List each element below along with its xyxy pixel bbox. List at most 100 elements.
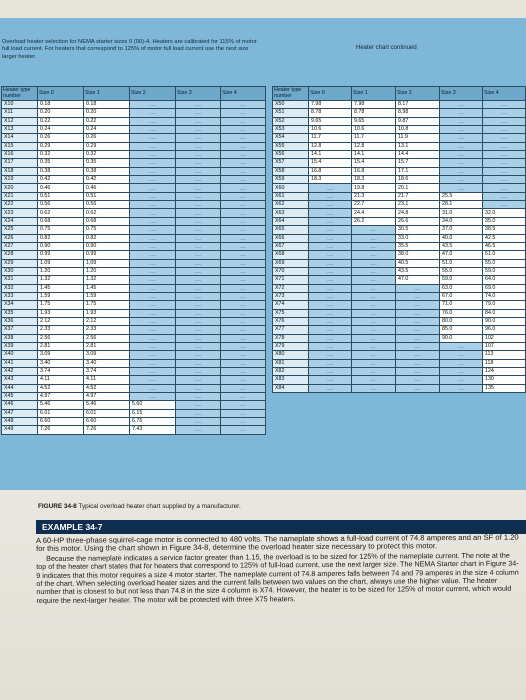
current-value-cell: 18.3: [351, 175, 396, 185]
current-value-cell: 0.56: [83, 200, 130, 210]
current-value-cell: 107: [482, 341, 526, 352]
heater-type-cell: X84: [272, 383, 309, 394]
current-value-cell: 30.5: [395, 225, 440, 235]
empty-cell: -----: [175, 108, 221, 118]
example-title: EXAMPLE 34-7: [36, 520, 526, 534]
empty-cell: -----: [308, 283, 352, 293]
heater-type-cell: X10: [1, 99, 38, 110]
table-row: X31 1.32 1.32 ----- ----- -----: [1, 275, 266, 285]
heater-type-cell: X72: [272, 283, 309, 293]
current-value-cell: 38.5: [482, 225, 526, 235]
current-value-cell: 23.1: [395, 200, 440, 210]
empty-cell: -----: [129, 333, 176, 343]
empty-cell: -----: [175, 375, 221, 385]
table-row: X40 3.09 3.09 ----- ----- -----: [1, 350, 266, 360]
empty-cell: -----: [439, 366, 483, 377]
empty-cell: -----: [129, 341, 176, 352]
current-value-cell: 135: [482, 383, 526, 394]
empty-cell: -----: [129, 158, 176, 168]
empty-cell: -----: [175, 308, 221, 318]
empty-cell: -----: [220, 191, 266, 202]
current-value-cell: 2.33: [83, 325, 130, 335]
table-row: X67 ----- ----- 35.5 43.5 46.5: [272, 241, 526, 252]
empty-cell: -----: [175, 291, 221, 302]
current-value-cell: 8.98: [395, 108, 440, 118]
empty-cell: -----: [439, 99, 483, 110]
empty-cell: -----: [220, 417, 266, 427]
empty-cell: -----: [129, 99, 176, 110]
empty-cell: -----: [395, 341, 440, 352]
empty-cell: -----: [129, 350, 176, 360]
current-value-cell: 51.0: [439, 258, 483, 268]
heater-type-cell: X14: [1, 133, 38, 143]
empty-cell: -----: [220, 400, 266, 410]
current-value-cell: 12.8: [308, 141, 352, 152]
empty-cell: -----: [129, 250, 176, 260]
current-value-cell: 0.18: [37, 99, 84, 110]
empty-cell: -----: [482, 191, 526, 202]
heater-type-cell: X12: [1, 116, 38, 127]
current-value-cell: 20.1: [395, 183, 440, 193]
table-row: X37 2.33 2.33 ----- ----- -----: [1, 325, 266, 335]
current-value-cell: 0.32: [37, 150, 84, 160]
heater-type-cell: X30: [1, 266, 38, 277]
empty-cell: -----: [482, 108, 526, 118]
heater-type-cell: X63: [272, 208, 309, 218]
heater-type-cell: X73: [272, 291, 309, 302]
figure-caption: FIGURE 34-8 Typical overload heater char…: [38, 503, 241, 510]
current-value-cell: 0.42: [83, 175, 130, 185]
empty-cell: -----: [220, 99, 266, 110]
empty-cell: -----: [308, 325, 352, 335]
heater-type-cell: X57: [272, 158, 309, 168]
empty-cell: -----: [220, 333, 266, 343]
empty-cell: -----: [175, 133, 221, 143]
current-value-cell: 10.6: [308, 125, 352, 135]
empty-cell: -----: [351, 258, 396, 268]
table-row: X55 12.8 12.8 13.1 ----- -----: [272, 141, 526, 152]
table-row: X58 16.8 16.8 17.1 ----- -----: [272, 166, 526, 177]
table-row: X54 11.7 11.7 11.9 ----- -----: [272, 133, 526, 143]
table-row: X59 18.3 18.3 18.6 ----- -----: [272, 175, 526, 185]
current-value-cell: 0.22: [37, 116, 84, 127]
empty-cell: -----: [175, 150, 221, 160]
heater-type-cell: X80: [272, 350, 309, 360]
current-value-cell: 71.0: [439, 300, 483, 310]
empty-cell: -----: [220, 408, 266, 419]
heater-type-cell: X71: [272, 275, 309, 285]
current-value-cell: 31.0: [439, 208, 483, 218]
current-value-cell: 5.46: [83, 400, 130, 410]
empty-cell: -----: [175, 241, 221, 252]
current-value-cell: 0.99: [83, 250, 130, 260]
current-value-cell: 0.38: [37, 166, 84, 177]
table-row: X73 ----- ----- ----- 67.0 74.0: [272, 291, 526, 302]
table-row: X77 ----- ----- ----- 85.0 96.0: [272, 325, 526, 335]
empty-cell: -----: [175, 392, 221, 402]
empty-cell: -----: [351, 325, 396, 335]
current-value-cell: 1.75: [83, 300, 130, 310]
right-table-body: X50 7.98 7.98 8.17 ----- ----- X51 8.78 8.78 8.98…: [272, 99, 526, 394]
current-value-cell: 3.74: [37, 366, 84, 377]
heater-type-cell: X24: [1, 216, 38, 227]
current-value-cell: 2.12: [83, 316, 130, 327]
empty-cell: -----: [308, 200, 352, 210]
empty-cell: -----: [395, 300, 440, 310]
heater-type-cell: X32: [1, 283, 38, 293]
heater-type-cell: X81: [272, 358, 309, 369]
empty-cell: -----: [220, 200, 266, 210]
current-value-cell: 3.09: [83, 350, 130, 360]
current-value-cell: 55.0: [439, 266, 483, 277]
current-value-cell: 84.0: [482, 308, 526, 318]
current-value-cell: 10.8: [395, 125, 440, 135]
current-value-cell: 4.11: [37, 375, 84, 385]
current-value-cell: 26.6: [395, 216, 440, 227]
heater-type-cell: X65: [272, 225, 309, 235]
current-value-cell: 0.46: [83, 183, 130, 193]
empty-cell: -----: [175, 300, 221, 310]
empty-cell: -----: [439, 158, 483, 168]
empty-cell: -----: [129, 150, 176, 160]
empty-cell: -----: [351, 300, 396, 310]
table-row: X25 0.75 0.75 ----- ----- -----: [1, 225, 266, 235]
empty-cell: -----: [395, 350, 440, 360]
empty-cell: -----: [351, 375, 396, 385]
empty-cell: -----: [220, 133, 266, 143]
